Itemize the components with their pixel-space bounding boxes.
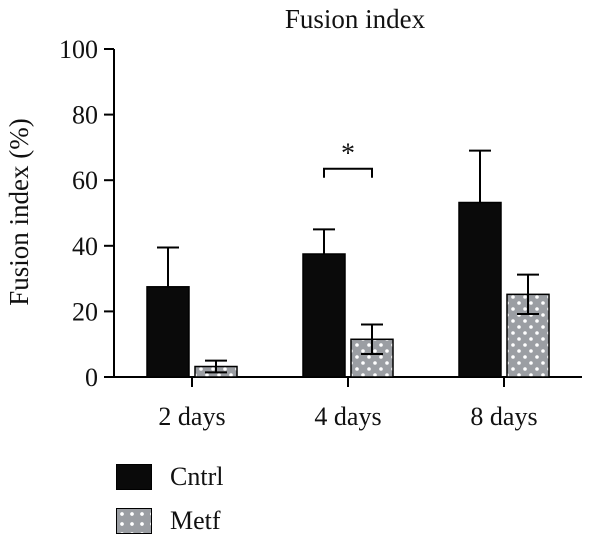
chart-title: Fusion index (285, 4, 426, 34)
y-tick-label-80: 80 (72, 101, 98, 130)
significance-bracket-0 (323, 167, 373, 178)
legend-swatch-metf (116, 508, 152, 534)
legend-item-metf: Metf (116, 506, 221, 536)
legend-label-metf: Metf (170, 506, 221, 535)
bar-cntrl-1 (302, 253, 346, 378)
legend-swatch-cntrl (116, 464, 152, 490)
legend-item-cntrl: Cntrl (116, 462, 223, 492)
y-tick-label-40: 40 (72, 232, 98, 261)
legend-label-cntrl: Cntrl (170, 462, 224, 491)
bar-cntrl-2 (458, 201, 502, 378)
y-axis-label: Fusion index (%) (4, 118, 34, 305)
x-tick-label-1: 4 days (314, 402, 381, 431)
x-tick-label-2: 8 days (470, 402, 537, 431)
x-tick-label-0: 2 days (158, 402, 225, 431)
y-tick-label-60: 60 (72, 166, 98, 195)
y-tick-label-100: 100 (59, 35, 98, 64)
bar-cntrl-0 (146, 286, 190, 378)
y-tick-label-20: 20 (72, 297, 98, 326)
significance-label-0: * (341, 139, 355, 170)
y-tick-label-0: 0 (85, 363, 98, 392)
plot-area: 0 20 40 60 80 100 2 days 4 days 8 days * (59, 35, 582, 431)
